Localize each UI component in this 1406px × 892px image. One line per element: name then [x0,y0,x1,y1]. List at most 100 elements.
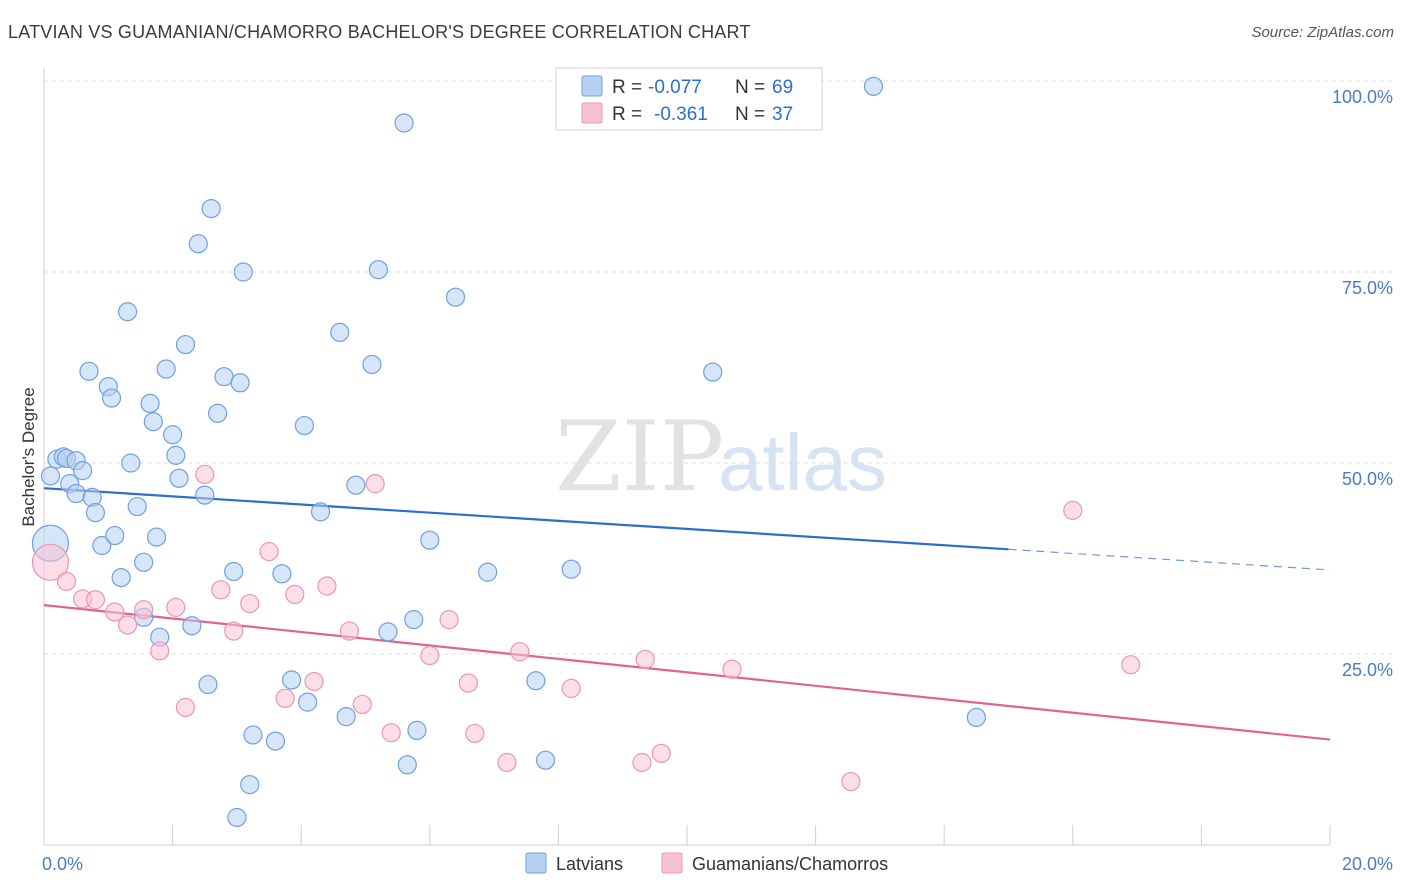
latvian-point [143,412,163,432]
latvian-point [526,671,546,691]
bottom-legend-guamanians: Guamanians/Chamorros [692,854,888,874]
latvian-point [169,468,189,488]
y-tick-label: 50.0% [1342,469,1393,489]
latvian-point [265,731,286,751]
latvian-point [445,287,466,307]
guamanian-point [105,602,125,622]
latvian-point [201,198,221,219]
latvian-point [368,260,388,280]
latvian-point [362,354,382,375]
latvian-point [561,559,581,579]
bottom-legend-latvians: Latvians [556,854,623,874]
guamanian-point [439,610,459,630]
guamanian-point [31,543,70,581]
latvian-point [298,692,318,712]
latvian-point [198,674,218,695]
guamanian-point [175,697,196,718]
legend-r-value-2: -0.361 [654,104,708,125]
latvian-point [243,725,263,745]
latvian-point [535,750,556,770]
latvian-point [394,113,414,133]
guamanian-point [458,673,478,693]
latvian-point [478,562,498,582]
latvian-point [92,535,112,556]
latvian-point [140,393,160,414]
latvian-point [117,302,138,322]
guamanian-point [632,752,652,773]
bottom-legend-swatch-guamanians [661,852,683,874]
guamanian-point [166,597,186,617]
legend-r-value-1: -0.077 [648,77,702,98]
guamanian-point [1121,655,1141,675]
latvian-point [134,552,154,572]
latvian-point [336,707,356,727]
trend-line-extension-0 [1008,548,1331,571]
latvian-point [156,359,176,379]
latvian-point [281,670,302,690]
guamanian-point [465,723,485,744]
guamanian-point [134,600,154,620]
latvian-point [966,707,986,728]
guamanian-point [85,590,106,610]
latvian-point [272,564,292,584]
legend-n-label-1: N = [735,77,765,98]
latvian-point [420,530,440,550]
guamanian-point [240,593,260,614]
x-tick-label: 0.0% [42,854,83,874]
y-tick-labels: 100.0% 75.0% 50.0% 25.0% [1332,87,1393,680]
guamanian-point [722,659,742,679]
guamanian-point [420,645,440,666]
guamanian-point [285,584,305,605]
guamanian-point [339,621,360,641]
y-tick-label: 75.0% [1342,278,1393,298]
x-tick-label: 20.0% [1342,854,1393,874]
latvian-point [111,567,131,588]
latvian-point [182,616,202,636]
latvian-point [188,234,208,254]
latvian-point [163,425,183,445]
latvian-point [166,445,186,465]
chart-title: LATVIAN VS GUAMANIAN/CHAMORRO BACHELOR'S… [8,22,751,42]
latvian-point [40,466,61,486]
guamanian-point [195,464,215,485]
guamanian-point [510,642,530,662]
legend-n-value-2: 37 [772,104,793,125]
legend-swatch-guamanians [581,102,603,124]
latvian-point [863,76,884,96]
latvian-point [146,527,167,547]
latvian-point [127,496,147,517]
series-legend: Latvians Guamanians/Chamorros [525,852,888,874]
legend-swatch-latvians [581,75,603,97]
latvian-point [346,475,366,495]
correlation-legend: R = -0.077 N = 69 R = -0.361 N = 37 [555,67,823,131]
guamanian-point [224,621,244,641]
latvian-point [227,807,247,828]
latvian-point [397,755,417,775]
latvian-point [105,525,125,546]
bottom-legend-swatch-latvians [525,852,547,874]
guamanian-point [561,678,581,698]
latvian-point [330,322,350,342]
legend-r-label-2: R = [612,104,642,125]
latvian-point [208,403,228,423]
latvian-point [294,415,315,436]
guamanian-point [150,641,170,661]
latvian-point [404,610,424,630]
guamanian-point [275,688,295,708]
latvian-point [121,453,141,473]
guamanian-point [259,542,279,562]
latvian-point [195,485,215,505]
y-tick-label: 100.0% [1332,87,1393,107]
legend-n-label-2: N = [735,104,765,125]
watermark-zip: ZIP [555,401,724,513]
guamanian-point [1063,500,1083,520]
guamanian-point [651,743,671,763]
source-label: Source: ZipAtlas.com [1251,24,1394,41]
guamanian-point [211,580,231,600]
guamanian-point [841,771,861,792]
guamanian-point [365,474,385,494]
latvian-point [101,388,122,408]
guamanian-point [56,571,77,592]
latvian-point [224,561,244,582]
